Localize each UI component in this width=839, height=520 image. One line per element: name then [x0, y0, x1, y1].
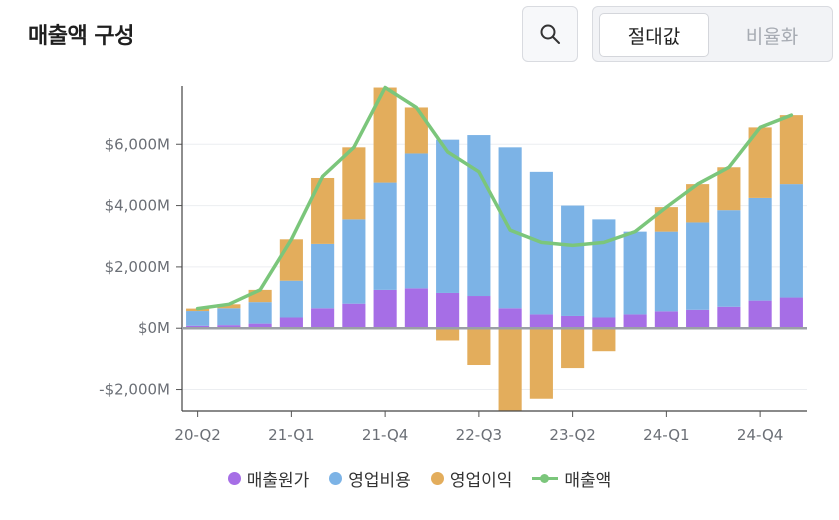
bar-segment-cost — [529, 314, 553, 329]
x-tick-label: 21-Q1 — [268, 426, 314, 444]
legend-item-revenue[interactable]: 매출액 — [532, 466, 611, 491]
legend-label: 매출액 — [564, 471, 612, 491]
bar-segment-opex — [186, 311, 210, 326]
bar-segment-opex — [623, 231, 647, 315]
bar-segment-op-income — [373, 87, 397, 183]
x-tick-label: 22-Q3 — [456, 426, 502, 444]
bar-segment-op-income — [561, 328, 585, 369]
bar-segment-cost — [561, 315, 585, 329]
bar-segment-opex — [467, 135, 491, 297]
bar-segment-cost — [779, 297, 803, 329]
bar-segment-op-income — [654, 207, 678, 232]
bar-segment-opex — [279, 280, 303, 318]
bar-segment-cost — [467, 296, 491, 329]
bar-segment-op-income — [217, 304, 241, 309]
bar-segment-op-income — [748, 127, 772, 198]
bar-segment-opex — [373, 182, 397, 290]
legend-swatch — [227, 472, 241, 485]
legend-label: 매출원가 — [246, 471, 310, 491]
toggle-absolute-button[interactable]: 절대값 — [599, 13, 709, 57]
bar-segment-op-income — [529, 328, 553, 399]
bar-segment-cost — [311, 308, 335, 329]
x-tick-label: 24-Q1 — [643, 426, 689, 444]
bar-segment-op-income — [467, 328, 491, 366]
bar-segment-cost — [498, 308, 522, 329]
y-tick-label: $2,000M — [105, 258, 170, 276]
bar-segment-op-income — [279, 239, 303, 281]
search-button[interactable] — [522, 6, 578, 62]
chart-legend: 매출원가 영업비용 영업이익 매출액 — [0, 466, 839, 491]
bar-segment-opex — [436, 139, 460, 293]
bar-segment-cost — [217, 325, 241, 329]
bar-segment-op-income — [311, 177, 335, 244]
legend-label: 영업이익 — [449, 471, 513, 491]
bar-segment-op-income — [686, 184, 710, 223]
y-tick-label: -$2,000M — [99, 381, 170, 399]
bar-segment-op-income — [592, 328, 616, 352]
legend-swatch — [430, 472, 444, 485]
bar-segment-cost — [279, 317, 303, 329]
bar-segment-cost — [436, 292, 460, 329]
bar-segment-opex — [404, 153, 428, 289]
bar-segment-op-income — [436, 328, 460, 341]
search-icon — [540, 24, 560, 44]
bar-segment-cost — [373, 289, 397, 329]
y-tick-label: $4,000M — [105, 197, 170, 215]
bar-segment-op-income — [342, 147, 366, 220]
bar-segment-cost — [248, 323, 272, 329]
bar-segment-cost — [748, 300, 772, 329]
legend-swatch — [532, 472, 559, 485]
bar-segment-opex — [217, 308, 241, 326]
bar-segment-cost — [654, 311, 678, 329]
x-tick-label: 21-Q4 — [362, 426, 408, 444]
bar-segment-opex — [654, 231, 678, 312]
y-tick-label: $0M — [138, 319, 170, 337]
bar-segment-opex — [248, 302, 272, 324]
revenue-line — [195, 85, 794, 311]
x-tick-label: 24-Q4 — [737, 426, 783, 444]
x-tick-label: 23-Q2 — [549, 426, 595, 444]
bar-segment-cost — [623, 314, 647, 329]
bar-segment-op-income — [779, 115, 803, 185]
toggle-ratio-button[interactable]: 비율화 — [745, 25, 799, 48]
bar-segment-opex — [779, 184, 803, 298]
legend-item-op-income[interactable]: 영업이익 — [430, 466, 513, 491]
bar-segment-opex — [717, 210, 741, 307]
legend-label: 영업비용 — [348, 471, 411, 491]
bar-segment-opex — [311, 243, 335, 309]
legend-item-cost[interactable]: 매출원가 — [227, 466, 310, 491]
bar-segment-op-income — [498, 328, 522, 411]
bar-segment-op-income — [404, 107, 428, 154]
bar-segment-opex — [342, 219, 366, 304]
bar-segment-op-income — [717, 167, 741, 211]
bar-segment-cost — [404, 288, 428, 329]
bar-segment-opex — [748, 197, 772, 301]
legend-item-opex[interactable]: 영업비용 — [329, 466, 411, 491]
bar-segment-opex — [561, 205, 585, 316]
view-mode-toggle: 절대값 비율화 — [592, 6, 833, 62]
bar-segment-cost — [592, 317, 616, 329]
bar-segment-cost — [686, 309, 710, 329]
x-tick-label: 20-Q2 — [174, 426, 220, 444]
revenue-composition-chart: -$2,000M $0M $2,000M $4,000M $6,000M 20-Q2 21-… — [99, 85, 807, 444]
bar-segment-cost — [717, 306, 741, 329]
page-title: 매출액 구성 — [28, 24, 134, 49]
bar-segment-opex — [686, 222, 710, 310]
legend-swatch — [329, 472, 343, 485]
y-tick-label: $6,000M — [105, 135, 170, 153]
bar-segment-cost — [342, 303, 366, 329]
bar-segment-opex — [592, 219, 616, 318]
